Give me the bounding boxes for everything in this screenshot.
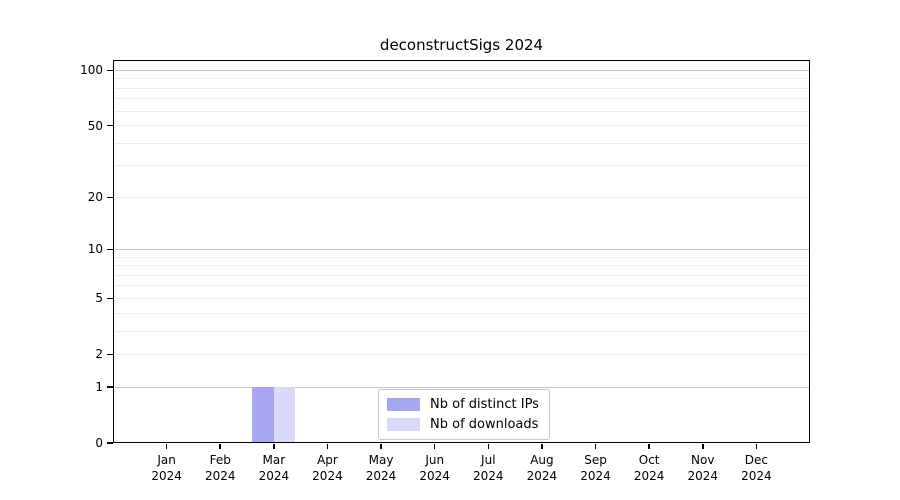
x-tick-mark — [165, 443, 168, 449]
bar-nb-of-downloads — [273, 387, 296, 443]
x-tick-label: Aug 2024 — [510, 452, 574, 484]
y-tick-mark — [107, 297, 113, 300]
x-tick-year: 2024 — [473, 469, 504, 483]
legend-row: Nb of downloads — [387, 416, 539, 433]
y-tick-mark — [107, 442, 113, 444]
minor-gridline — [114, 256, 809, 258]
minor-gridline — [114, 330, 809, 332]
major-gridline — [114, 69, 809, 71]
x-tick-year: 2024 — [365, 469, 397, 483]
y-tick-mark — [107, 69, 113, 72]
y-tick-mark — [107, 196, 113, 198]
x-tick-label: May 2024 — [349, 452, 413, 484]
x-tick-year: 2024 — [687, 469, 719, 483]
legend-label: Nb of distinct IPs — [430, 397, 539, 412]
y-tick-label: 10 — [87, 242, 103, 257]
y-tick-label: 50 — [87, 118, 103, 133]
x-tick-label: Dec 2024 — [724, 452, 788, 484]
minor-gridline — [114, 98, 809, 100]
x-tick-mark — [219, 443, 221, 449]
x-tick-mark — [273, 443, 275, 449]
x-tick-month: Apr — [317, 453, 338, 467]
x-tick-year: 2024 — [312, 469, 343, 483]
x-tick-mark — [648, 443, 650, 449]
y-tick-mark — [107, 248, 113, 251]
y-tick-mark — [107, 386, 113, 388]
x-tick-month: Oct — [638, 453, 660, 467]
x-tick-mark — [541, 443, 543, 449]
x-tick-label: Oct 2024 — [617, 452, 681, 484]
labeled-minor-gridline — [114, 196, 809, 198]
minor-gridline — [114, 87, 809, 89]
x-tick-year: 2024 — [151, 469, 182, 483]
minor-gridline — [114, 142, 809, 144]
x-tick-label: Jul 2024 — [456, 452, 520, 484]
y-tick-label: 5 — [95, 291, 103, 306]
x-tick-mark — [380, 443, 382, 449]
legend-row: Nb of distinct IPs — [387, 396, 539, 413]
x-tick-label: Jan 2024 — [135, 452, 199, 484]
x-tick-label: Apr 2024 — [295, 452, 359, 484]
plot-area — [113, 60, 810, 443]
major-gridline — [114, 386, 809, 388]
x-tick-month: Jul — [481, 453, 496, 467]
labeled-minor-gridline — [114, 297, 809, 299]
minor-gridline — [114, 78, 809, 80]
major-gridline — [114, 248, 809, 250]
chart-title: deconstructSigs 2024 — [379, 36, 544, 54]
x-tick-month: Feb — [209, 453, 231, 467]
legend-swatch-icon — [387, 398, 420, 411]
legend-swatch-icon — [387, 418, 420, 431]
x-tick-year: 2024 — [580, 469, 611, 483]
x-tick-month: Nov — [691, 453, 715, 467]
x-tick-label: Mar 2024 — [242, 452, 306, 484]
y-tick-label: 20 — [87, 190, 103, 205]
bar-nb-of-distinct-ips — [252, 387, 274, 443]
minor-gridline — [114, 312, 809, 314]
minor-gridline — [114, 274, 809, 276]
x-tick-mark — [433, 443, 436, 449]
x-tick-year: 2024 — [204, 469, 236, 483]
x-tick-mark — [755, 443, 758, 449]
legend: Nb of distinct IPs Nb of downloads — [378, 389, 550, 440]
x-tick-mark — [487, 443, 490, 449]
y-tick-label: 2 — [95, 347, 103, 362]
x-tick-year: 2024 — [741, 469, 772, 483]
x-tick-month: Mar — [262, 453, 286, 467]
x-tick-mark — [594, 443, 597, 449]
minor-gridline — [114, 165, 809, 167]
x-tick-month: May — [368, 453, 394, 467]
x-tick-month: Sep — [584, 453, 607, 467]
x-tick-label: Nov 2024 — [671, 452, 735, 484]
y-tick-label: 1 — [95, 380, 103, 395]
x-tick-month: Jan — [157, 453, 176, 467]
labeled-minor-gridline — [114, 353, 809, 355]
x-tick-label: Sep 2024 — [564, 452, 628, 484]
x-tick-mark — [326, 443, 329, 449]
x-tick-year: 2024 — [526, 469, 558, 483]
x-tick-label: Feb 2024 — [188, 452, 252, 484]
minor-gridline — [114, 285, 809, 287]
y-tick-label: 100 — [80, 63, 103, 78]
legend-label: Nb of downloads — [430, 417, 539, 432]
x-tick-year: 2024 — [258, 469, 290, 483]
y-tick-label: 0 — [95, 436, 103, 450]
minor-gridline — [114, 265, 809, 267]
minor-gridline — [114, 110, 809, 112]
y-tick-mark — [107, 124, 113, 127]
labeled-minor-gridline — [114, 125, 809, 127]
x-tick-month: Aug — [530, 453, 554, 467]
x-tick-label: Jun 2024 — [403, 452, 467, 484]
x-tick-year: 2024 — [633, 469, 665, 483]
x-tick-mark — [702, 443, 704, 449]
y-tick-mark — [107, 353, 113, 356]
x-tick-month: Dec — [744, 453, 768, 467]
x-tick-month: Jun — [425, 453, 445, 467]
x-tick-year: 2024 — [419, 469, 450, 483]
